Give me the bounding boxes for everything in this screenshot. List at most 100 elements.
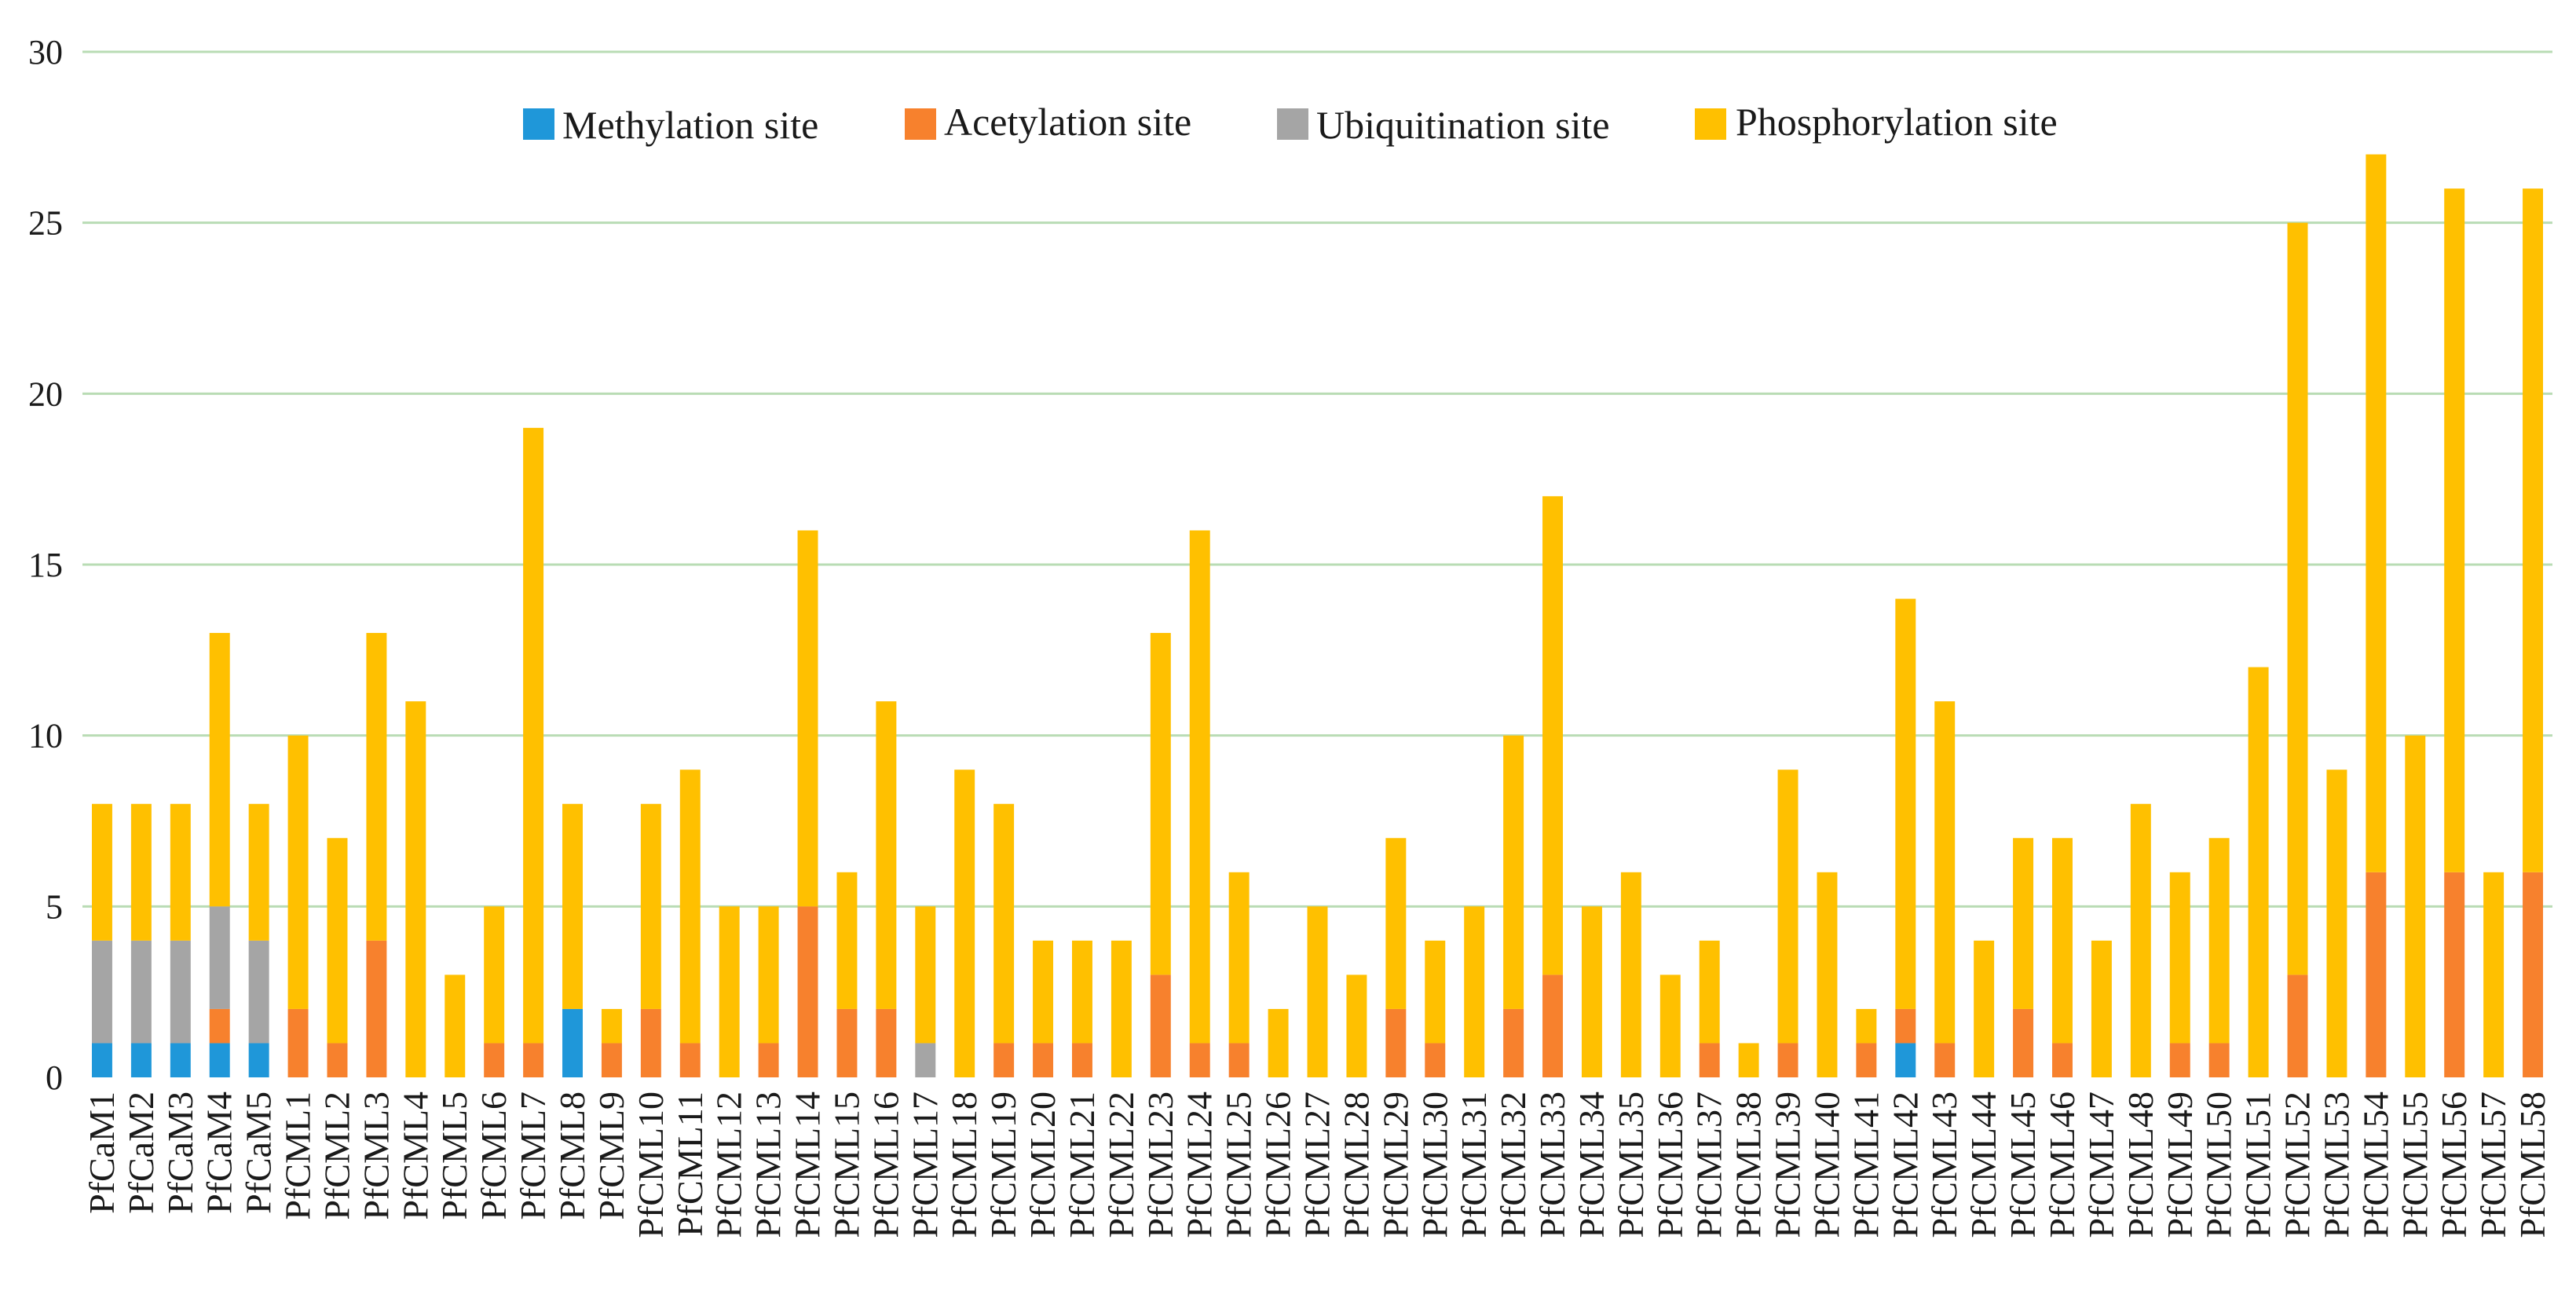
bar-pfcml28-phosphorylation-site xyxy=(1346,974,1367,1077)
x-tick-label-pfcml16: PfCML16 xyxy=(865,1091,906,1238)
bar-pfcml56-phosphorylation-site xyxy=(2444,188,2465,872)
x-tick-label-pfcml28: PfCML28 xyxy=(1336,1091,1376,1238)
grid-layer xyxy=(82,50,2552,908)
x-tick-label-pfcml47: PfCML47 xyxy=(2081,1091,2121,1238)
y-tick-label-15: 15 xyxy=(28,546,63,584)
legend-swatch-phosphorylation xyxy=(1695,108,1726,140)
bar-pfcml36-phosphorylation-site xyxy=(1659,974,1681,1077)
bar-pfcam4-phosphorylation-site xyxy=(209,633,230,907)
bar-pfcam5-ubiquitination-site xyxy=(248,940,269,1044)
bar-pfcml42-methylation-site xyxy=(1895,1043,1916,1077)
bar-pfcml15-phosphorylation-site xyxy=(836,872,858,1009)
x-tick-label-pfcml6: PfCML6 xyxy=(474,1091,514,1220)
bar-pfcml24-acetylation-site xyxy=(1189,1043,1210,1077)
bar-pfcml18-phosphorylation-site xyxy=(954,770,975,1077)
bar-pfcml49-phosphorylation-site xyxy=(2169,872,2190,1044)
bar-pfcam4-acetylation-site xyxy=(209,1008,230,1044)
bar-pfcml30-acetylation-site xyxy=(1425,1043,1446,1077)
bar-pfcam2-methylation-site xyxy=(130,1043,152,1077)
bar-pfcam1-ubiquitination-site xyxy=(91,940,112,1044)
bar-pfcml33-acetylation-site xyxy=(1542,974,1564,1077)
bar-pfcml32-acetylation-site xyxy=(1503,1008,1524,1077)
bar-pfcml46-phosphorylation-site xyxy=(2052,838,2073,1044)
y-tick-label-0: 0 xyxy=(46,1059,63,1097)
bar-pfcml54-acetylation-site xyxy=(2366,872,2387,1077)
bar-pfcml8-methylation-site xyxy=(562,1008,583,1077)
bar-pfcml6-acetylation-site xyxy=(484,1043,505,1077)
bar-pfcam3-phosphorylation-site xyxy=(170,803,191,941)
bar-pfcam3-methylation-site xyxy=(170,1043,191,1077)
x-tick-label-pfcml14: PfCML14 xyxy=(788,1091,828,1238)
bar-pfcml42-phosphorylation-site xyxy=(1895,598,1916,1009)
x-axis-ticks: PfCaM1PfCaM2PfCaM3PfCaM4PfCaM5PfCML1PfCM… xyxy=(82,1091,2552,1238)
x-tick-label-pfcml19: PfCML19 xyxy=(983,1091,1023,1238)
bar-pfcml34-phosphorylation-site xyxy=(1581,906,1602,1077)
x-tick-label-pfcml48: PfCML48 xyxy=(2120,1091,2161,1238)
bar-pfcml5-phosphorylation-site xyxy=(445,974,466,1077)
bar-pfcml11-phosphorylation-site xyxy=(679,770,701,1044)
bar-pfcml20-phosphorylation-site xyxy=(1033,940,1054,1044)
x-tick-label-pfcml43: PfCML43 xyxy=(1924,1091,1964,1238)
x-tick-label-pfcml10: PfCML10 xyxy=(631,1091,671,1238)
bar-pfcml2-phosphorylation-site xyxy=(327,838,348,1044)
bar-pfcml22-phosphorylation-site xyxy=(1111,940,1132,1077)
x-tick-label-pfcml21: PfCML21 xyxy=(1062,1091,1102,1238)
x-tick-label-pfcml17: PfCML17 xyxy=(905,1091,945,1238)
x-tick-label-pfcml23: PfCML23 xyxy=(1140,1091,1180,1238)
x-tick-label-pfcml54: PfCML54 xyxy=(2355,1091,2395,1238)
bar-pfcam3-ubiquitination-site xyxy=(170,940,191,1044)
x-tick-label-pfcml2: PfCML2 xyxy=(317,1091,357,1220)
bar-pfcml50-acetylation-site xyxy=(2208,1043,2230,1077)
x-tick-label-pfcml11: PfCML11 xyxy=(670,1091,710,1237)
x-tick-label-pfcml29: PfCML29 xyxy=(1375,1091,1415,1238)
bar-pfcml19-phosphorylation-site xyxy=(993,803,1015,1044)
bar-pfcml43-phosphorylation-site xyxy=(1934,701,1956,1044)
x-tick-label-pfcml12: PfCML12 xyxy=(709,1091,749,1238)
bar-pfcml35-phosphorylation-site xyxy=(1620,872,1641,1077)
x-tick-label-pfcml27: PfCML27 xyxy=(1297,1091,1337,1238)
bar-pfcml1-phosphorylation-site xyxy=(287,735,309,1009)
bar-pfcml15-acetylation-site xyxy=(836,1008,858,1077)
x-tick-label-pfcml40: PfCML40 xyxy=(1806,1091,1846,1238)
x-tick-label-pfcml49: PfCML49 xyxy=(2160,1091,2200,1238)
x-tick-label-pfcml39: PfCML39 xyxy=(1768,1091,1808,1238)
x-tick-label-pfcam3: PfCaM3 xyxy=(160,1091,200,1214)
x-tick-label-pfcam2: PfCaM2 xyxy=(121,1091,161,1214)
x-tick-label-pfcam5: PfCaM5 xyxy=(239,1091,279,1214)
bar-pfcml7-phosphorylation-site xyxy=(523,427,544,1044)
x-tick-label-pfcml4: PfCML4 xyxy=(395,1091,435,1220)
x-tick-label-pfcml44: PfCML44 xyxy=(1963,1091,2003,1238)
bar-pfcml9-acetylation-site xyxy=(601,1043,622,1077)
x-tick-label-pfcml26: PfCML26 xyxy=(1258,1091,1298,1238)
bar-pfcml47-phosphorylation-site xyxy=(2091,940,2112,1077)
bar-pfcml6-phosphorylation-site xyxy=(484,906,505,1044)
x-tick-label-pfcml15: PfCML15 xyxy=(826,1091,866,1238)
bar-pfcml8-phosphorylation-site xyxy=(562,803,583,1009)
bar-pfcml10-acetylation-site xyxy=(640,1008,661,1077)
bar-pfcml29-phosphorylation-site xyxy=(1385,838,1407,1009)
x-tick-label-pfcml46: PfCML46 xyxy=(2042,1091,2082,1238)
y-tick-label-5: 5 xyxy=(46,887,63,926)
bar-pfcml39-phosphorylation-site xyxy=(1777,770,1798,1044)
bar-pfcam1-methylation-site xyxy=(91,1043,112,1077)
legend-swatch-methylation xyxy=(523,108,554,140)
bar-pfcml42-acetylation-site xyxy=(1895,1008,1916,1044)
bar-pfcml45-phosphorylation-site xyxy=(2013,838,2034,1009)
bar-pfcml51-phosphorylation-site xyxy=(2248,667,2269,1077)
bar-pfcml19-acetylation-site xyxy=(993,1043,1015,1077)
legend-label-ubiquitination: Ubiquitination site xyxy=(1316,103,1610,147)
bar-pfcml3-phosphorylation-site xyxy=(366,633,387,941)
bar-pfcml57-phosphorylation-site xyxy=(2483,872,2505,1077)
x-tick-label-pfcml35: PfCML35 xyxy=(1611,1091,1651,1238)
bar-pfcml26-phosphorylation-site xyxy=(1268,1008,1289,1077)
x-tick-label-pfcml32: PfCML32 xyxy=(1493,1091,1533,1238)
x-tick-label-pfcml13: PfCML13 xyxy=(748,1091,789,1238)
x-tick-label-pfcml20: PfCML20 xyxy=(1023,1091,1063,1238)
bar-pfcml14-acetylation-site xyxy=(797,906,818,1077)
x-tick-label-pfcml41: PfCML41 xyxy=(1846,1091,1886,1238)
bar-pfcml56-acetylation-site xyxy=(2444,872,2465,1077)
bar-pfcml20-acetylation-site xyxy=(1033,1043,1054,1077)
bar-pfcml21-acetylation-site xyxy=(1071,1043,1092,1077)
bar-pfcml13-phosphorylation-site xyxy=(758,906,779,1044)
bar-pfcam4-methylation-site xyxy=(209,1043,230,1077)
